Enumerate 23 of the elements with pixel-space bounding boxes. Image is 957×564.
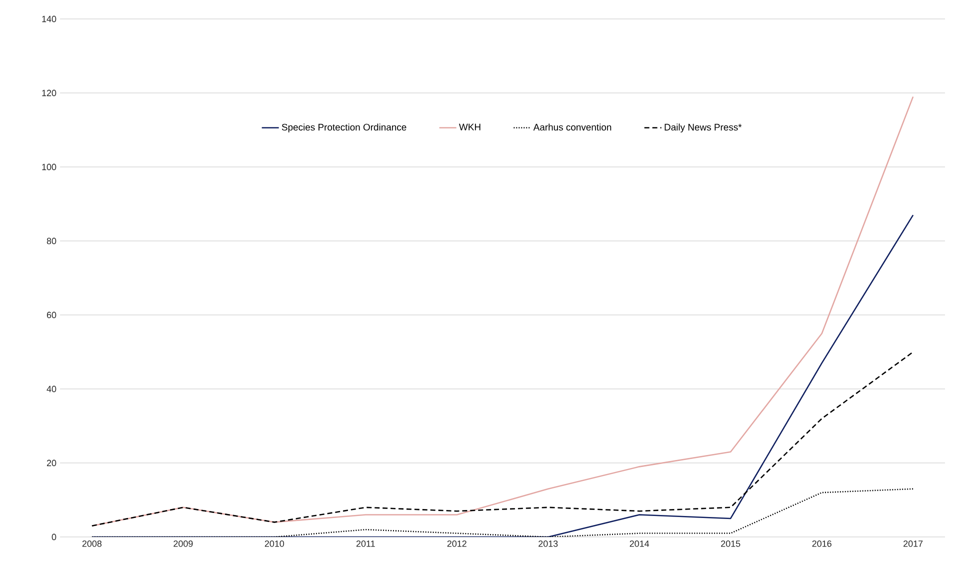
- legend-label: WKH: [459, 124, 480, 130]
- legend-label: Daily News Press*: [664, 124, 742, 132]
- y-tick-label: 20: [46, 460, 56, 466]
- legend-label: Species Protection Ordinance: [282, 124, 406, 132]
- y-tick-label: 100: [42, 164, 56, 170]
- legend-label: Aarhus convention: [533, 124, 612, 131]
- x-tick-label: 2012: [447, 540, 466, 547]
- x-tick-label: 2016: [812, 540, 832, 547]
- x-tick-label: 2011: [356, 540, 375, 547]
- line-series: [91, 351, 914, 527]
- y-tick-label: 140: [42, 16, 56, 22]
- x-tick-label: 2017: [904, 540, 923, 547]
- y-tick-label: 60: [46, 312, 56, 318]
- y-tick-label: 40: [46, 386, 56, 392]
- x-tick-label: 2014: [630, 540, 650, 547]
- x-tick-label: 2009: [174, 540, 193, 547]
- y-tick-label: 120: [42, 90, 56, 96]
- y-tick-label: 0: [52, 534, 56, 540]
- x-tick-label: 2010: [264, 540, 284, 547]
- x-tick-label: 2013: [538, 540, 558, 547]
- x-tick-label: 2008: [82, 540, 102, 547]
- y-tick-label: 80: [46, 238, 56, 244]
- x-tick-label: 2015: [721, 540, 740, 547]
